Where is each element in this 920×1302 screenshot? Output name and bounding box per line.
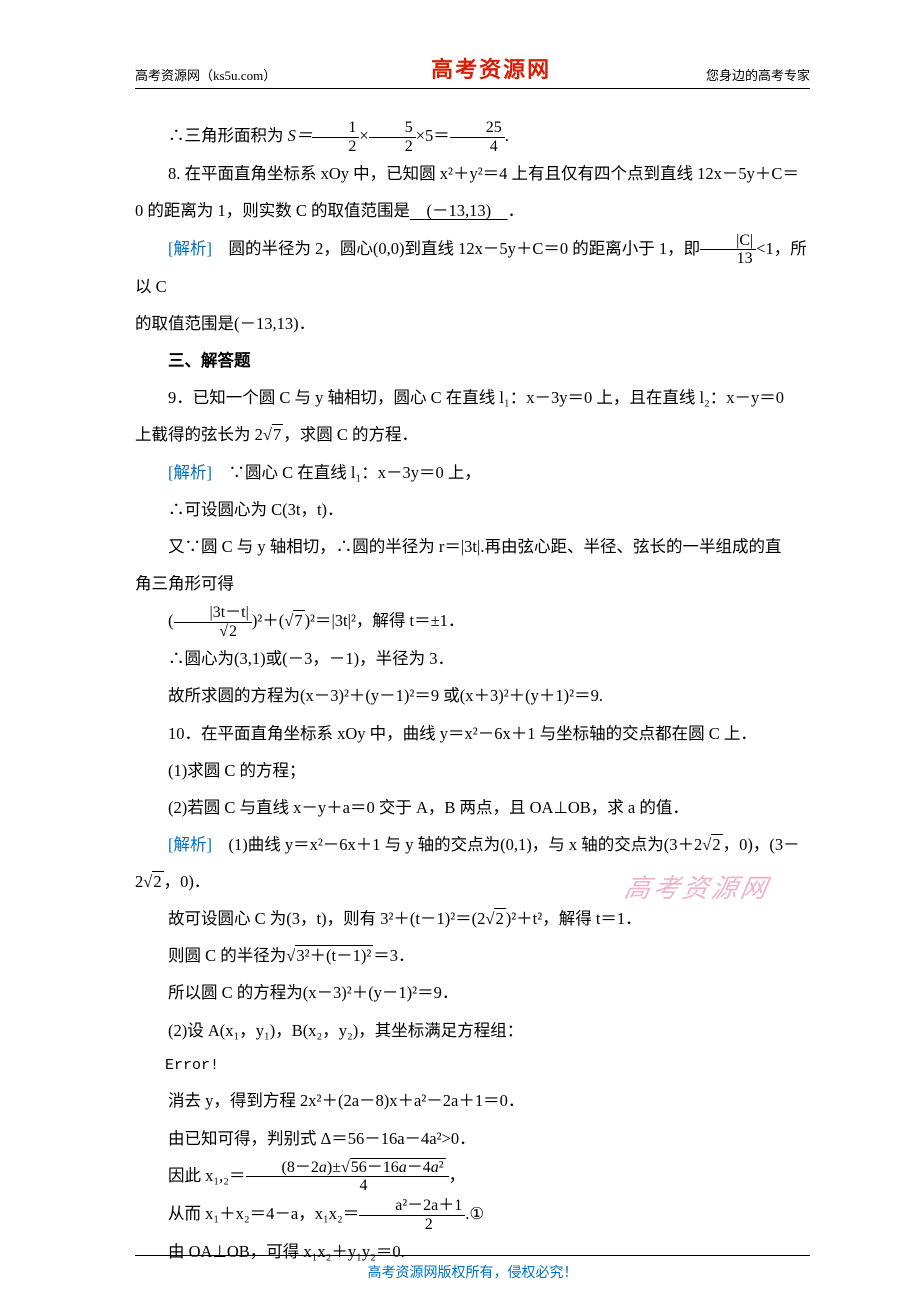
text: ，0)，(3－ [723,835,800,854]
denominator: 2 [312,137,359,156]
q9-sol-l3b: 角三角形可得 [135,565,810,602]
q10-sol-p1c: 2√2，0)． [135,863,810,900]
text: 0 的距离为 1，则实数 C 的取值范围是 [135,201,410,220]
denominator: 2 [369,137,416,156]
denominator: 13 [700,249,756,268]
text: ． [508,201,525,220]
header-left: 高考资源网（ks5u.com） [135,65,276,84]
text: 因此 x₁,₂＝ [168,1166,246,1185]
q10-sol-p4: 所以圆 C 的方程为(x－3)²＋(y－1)²＝9． [135,974,810,1011]
q10-sol-p9: 从而 x₁＋x₂＝4－a，x₁x₂＝a²－2a＋12.① [135,1195,810,1233]
text: 故可设圆心 C 为(3，t)，则有 3²＋(t－1)²＝(2 [168,909,485,928]
text: ，求圆 C 的方程． [283,425,418,444]
text: 则圆 C 的半径为 [168,946,286,965]
numerator: a²－2a＋1 [359,1197,465,1215]
q10-l3: (2)若圆 C 与直线 x－y＋a＝0 交于 A，B 两点，且 OA⊥OB，求 … [135,789,810,826]
q9-sol-l5: 故所求圆的方程为(x－3)²＋(y－1)²＝9 或(x＋3)²＋(y＋1)²＝9… [135,677,810,714]
text: ，0)． [164,872,211,891]
header-center: 高考资源网 [431,52,551,84]
sqrt: √3²＋(t－1)² [286,945,373,965]
q9-sol-l3: 又∵圆 C 与 y 轴相切，∴圆的半径为 r＝|3t|.再由弦心距、半径、弦长的… [135,528,810,565]
page: 高考资源网（ks5u.com） 高考资源网 您身边的高考专家 ∴三角形面积为 S… [0,0,920,1302]
text: .① [465,1204,484,1223]
sqrt: √2 [485,908,505,928]
text: ∵圆心 C 在直线 l₁：x－3y＝0 上， [212,463,481,482]
fraction: |3t－t|√2 [174,604,252,640]
text: 上截得的弦长为 2 [135,425,263,444]
text: (1)曲线 y＝x²－6x＋1 与 y 轴的交点为(0,1)，与 x 轴的交点为… [212,835,702,854]
radicand: 2 [152,871,163,891]
text: )²＝|3t|²，解得 t＝±1． [305,611,465,630]
q8-line2: 0 的距离为 1，则实数 C 的取值范围是 (－13,13) ． [135,192,810,229]
text: . [505,126,509,145]
text: )²＋( [252,611,284,630]
numerator: |C| [700,232,756,250]
header-right: 您身边的高考专家 [706,65,810,84]
fraction: a²－2a＋12 [359,1197,465,1233]
text: ×5＝ [416,126,450,145]
page-footer: 高考资源网版权所有，侵权必究！ [135,1255,810,1282]
fraction: 52 [369,119,416,155]
q8-answer: (－13,13) [410,201,508,220]
sqrt: √7 [263,424,283,444]
q10-sol-p8: 因此 x₁,₂＝(8－2a)±√56－16a－4a²4， [135,1157,810,1195]
error-text: Error! [135,1049,810,1083]
text: × [359,126,368,145]
numerator: 1 [312,119,359,137]
text: ＝3． [373,946,414,965]
q9-sol-l2: ∴可设圆心为 C(3t，t)． [135,491,810,528]
denominator: 4 [246,1176,449,1195]
text: ， [449,1166,466,1185]
sqrt: √2 [143,871,163,891]
q9-line2: 上截得的弦长为 2√7，求圆 C 的方程． [135,416,810,453]
radicand: 2 [711,834,722,854]
fraction: 254 [450,119,505,155]
page-header: 高考资源网（ks5u.com） 高考资源网 您身边的高考专家 [135,52,810,89]
radicand: 7 [293,610,304,630]
fraction: 12 [312,119,359,155]
text: 从而 x₁＋x₂＝4－a，x₁x₂＝ [168,1204,359,1223]
triangle-area-line: ∴三角形面积为 S＝12×52×5＝254. [135,117,810,155]
text: 2 [135,872,143,891]
numerator: 5 [369,119,416,137]
text: 圆的半径为 2，圆心(0,0)到直线 12x－5y＋C＝0 的距离小于 1，即 [212,239,700,258]
q9-sol-eq: (|3t－t|√2)²＋(√7)²＝|3t|²，解得 t＝±1． [135,602,810,640]
numerator: (8－2a)±√56－16a－4a² [246,1159,449,1177]
q8-solution-l1: [解析] 圆的半径为 2，圆心(0,0)到直线 12x－5y＋C＝0 的距离小于… [135,230,810,305]
var-S: S＝ [288,126,313,145]
solution-label: [解析] [168,239,212,258]
denominator: 2 [359,1215,465,1234]
text: )²＋t²，解得 t＝1． [506,909,642,928]
sqrt: √7 [284,610,304,630]
radicand: 2 [494,908,505,928]
content: ∴三角形面积为 S＝12×52×5＝254. 8. 在平面直角坐标系 xOy 中… [135,117,810,1270]
denominator: 4 [450,137,505,156]
numerator: |3t－t| [174,604,252,622]
radicand: 7 [272,424,283,444]
fraction: |C|13 [700,232,756,268]
q10-l2: (1)求圆 C 的方程； [135,752,810,789]
fraction: (8－2a)±√56－16a－4a²4 [246,1159,449,1195]
numerator: 25 [450,119,505,137]
section-3-title: 三、解答题 [135,342,810,379]
q9-sol-l1: [解析] ∵圆心 C 在直线 l₁：x－3y＝0 上， [135,454,810,491]
q10-sol-p3: 则圆 C 的半径为√3²＋(t－1)²＝3． [135,937,810,974]
q10-sol-p5: (2)设 A(x₁，y₁)，B(x₂，y₂)，其坐标满足方程组： [135,1012,810,1049]
q10-sol-p6: 消去 y，得到方程 2x²＋(2a－8)x＋a²－2a＋1＝0． [135,1082,810,1119]
q9-sol-l4: ∴圆心为(3,1)或(－3，－1)，半径为 3． [135,640,810,677]
q8-solution-l2: 的取值范围是(－13,13)． [135,305,810,342]
denominator: √2 [174,622,252,641]
q10-l1: 10．在平面直角坐标系 xOy 中，曲线 y＝x²－6x＋1 与坐标轴的交点都在… [135,715,810,752]
solution-label: [解析] [168,463,212,482]
solution-label: [解析] [168,835,212,854]
text: ∴三角形面积为 [168,126,288,145]
q8-line1: 8. 在平面直角坐标系 xOy 中，已知圆 x²＋y²＝4 上有且仅有四个点到直… [135,155,810,192]
q10-sol-p1: [解析] (1)曲线 y＝x²－6x＋1 与 y 轴的交点为(0,1)，与 x … [135,826,810,863]
q9-line1: 9．已知一个圆 C 与 y 轴相切，圆心 C 在直线 l₁：x－3y＝0 上，且… [135,379,810,416]
q10-sol-p2: 故可设圆心 C 为(3，t)，则有 3²＋(t－1)²＝(2√2)²＋t²，解得… [135,900,810,937]
sqrt: √2 [702,834,722,854]
radicand: 3²＋(t－1)² [295,945,373,965]
q10-sol-p7: 由已知可得，判别式 Δ＝56－16a－4a²>0． [135,1120,810,1157]
